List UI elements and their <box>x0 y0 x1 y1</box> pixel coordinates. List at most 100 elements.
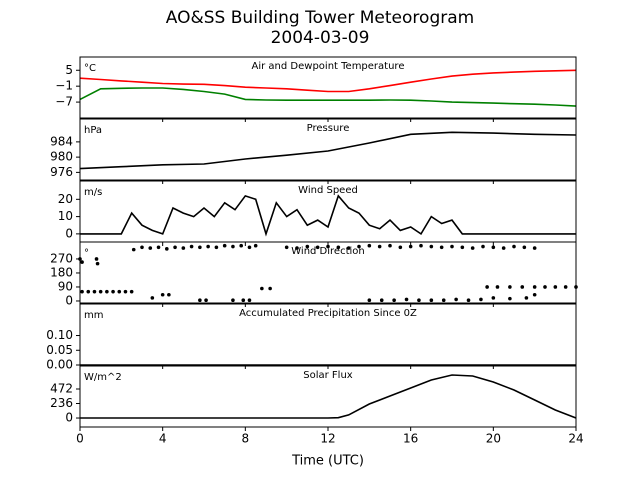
panel-title: Pressure <box>307 123 350 134</box>
data-point <box>543 285 547 289</box>
panel-frame <box>79 303 577 366</box>
data-point <box>404 297 409 302</box>
data-point <box>485 285 489 289</box>
unit-label: m/s <box>84 187 102 198</box>
data-point <box>508 285 512 289</box>
data-point <box>92 289 97 294</box>
data-point <box>117 289 122 294</box>
panel-frame <box>79 241 577 304</box>
data-point <box>231 298 235 302</box>
data-point <box>532 292 537 297</box>
data-point <box>123 289 128 294</box>
data-point <box>198 245 202 250</box>
y-tick-label: 90 <box>58 279 73 293</box>
data-point <box>165 247 169 251</box>
data-point <box>429 298 434 302</box>
data-point <box>131 247 136 252</box>
y-tick-label: 0 <box>65 226 73 240</box>
data-point <box>520 285 525 289</box>
data-point <box>284 245 289 250</box>
y-tick-label: 0.10 <box>46 328 73 342</box>
data-point <box>247 298 252 302</box>
unit-label: mm <box>84 310 103 321</box>
data-point <box>206 244 210 249</box>
data-point <box>315 245 320 250</box>
data-point <box>460 245 465 250</box>
data-point <box>419 243 423 248</box>
data-point <box>295 246 299 250</box>
figure-subtitle: 2004-03-09 <box>271 28 370 48</box>
data-point <box>417 298 421 302</box>
data-point <box>450 244 454 249</box>
unit-label: W/m^2 <box>84 372 122 383</box>
panel-frame <box>79 365 577 428</box>
y-tick-label: 0.05 <box>46 343 73 357</box>
data-point <box>522 245 527 250</box>
data-point <box>156 245 161 250</box>
y-tick-label: 180 <box>50 265 73 279</box>
data-line <box>79 87 577 107</box>
y-tick-label: 236 <box>50 396 73 410</box>
data-point <box>247 245 252 250</box>
data-point <box>481 244 485 249</box>
y-tick-label: 0.00 <box>46 358 73 372</box>
data-point <box>532 285 537 289</box>
data-point <box>239 243 243 248</box>
data-line <box>80 194 576 237</box>
x-tick-label: 0 <box>76 432 84 446</box>
data-point <box>491 245 496 250</box>
data-point <box>466 298 471 302</box>
data-point <box>173 245 177 250</box>
data-point <box>512 244 516 249</box>
y-tick-label: −7 <box>55 95 73 109</box>
data-point <box>501 246 506 250</box>
panel-title: Air and Dewpoint Temperature <box>252 61 405 72</box>
unit-label: hPa <box>84 125 102 136</box>
data-point <box>470 246 475 250</box>
data-point <box>241 298 246 302</box>
y-tick-label: 5 <box>65 63 73 77</box>
data-point <box>524 296 529 300</box>
panel-title: Solar Flux <box>303 370 353 381</box>
data-point <box>305 244 310 249</box>
data-point <box>95 261 100 266</box>
y-tick-label: 472 <box>50 381 73 395</box>
data-point <box>563 285 568 289</box>
data-point <box>429 244 434 249</box>
data-point <box>98 289 103 294</box>
y-tick-label: 0 <box>65 411 73 425</box>
y-tick-label: 270 <box>50 251 73 265</box>
x-tick-label: 12 <box>320 432 335 446</box>
data-point <box>479 297 483 302</box>
data-point <box>553 285 558 289</box>
data-point <box>148 246 153 250</box>
unit-label: ° <box>84 248 89 259</box>
data-point <box>491 296 496 300</box>
data-point <box>150 296 155 300</box>
data-point <box>80 260 84 264</box>
figure-title: AO&SS Building Tower Meteorogram <box>166 8 474 28</box>
x-tick-label: 24 <box>568 432 583 446</box>
y-tick-label: 976 <box>50 165 73 179</box>
data-point <box>198 298 202 302</box>
data-point <box>495 285 500 289</box>
y-tick-label: 20 <box>58 192 73 206</box>
data-point <box>439 245 444 250</box>
unit-label: °C <box>84 63 96 74</box>
data-point <box>398 245 403 250</box>
x-tick-label: 16 <box>403 432 418 446</box>
data-line <box>80 374 577 419</box>
data-point <box>160 292 165 297</box>
y-tick-label: 0 <box>65 293 73 307</box>
data-point <box>204 298 208 302</box>
panel-frame <box>79 118 577 181</box>
panel-title: Wind Speed <box>298 185 358 196</box>
y-tick-label: 10 <box>58 209 73 223</box>
data-point <box>357 244 361 249</box>
data-point <box>377 244 382 249</box>
panel-title: Wind Direction <box>291 246 365 257</box>
x-tick-label: 4 <box>159 432 167 446</box>
data-point <box>181 246 186 250</box>
data-point <box>214 245 219 250</box>
data-line <box>79 131 577 170</box>
